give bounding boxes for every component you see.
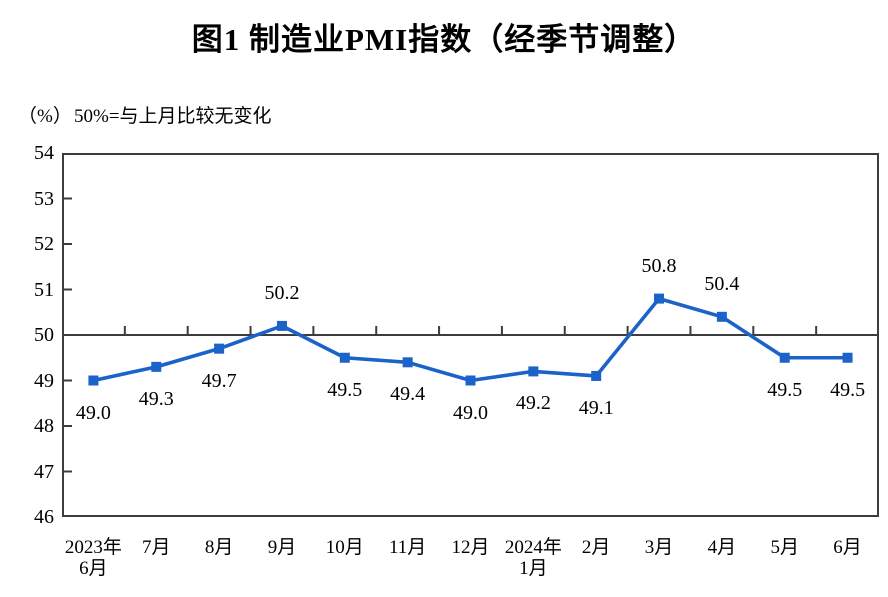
- data-point-value-label: 50.2: [264, 281, 300, 304]
- x-axis-tick-label: 2023年 6月: [64, 537, 122, 579]
- data-point-value-label: 49.5: [767, 378, 803, 401]
- data-point-marker: [591, 370, 602, 381]
- data-point-value-label: 49.0: [75, 401, 111, 424]
- data-point-marker: [151, 361, 162, 372]
- pmi-series-line: [91, 296, 850, 383]
- data-point-value-label: 49.3: [138, 387, 174, 410]
- y-axis-tick-label: 54: [34, 142, 54, 164]
- data-point-value-label: 49.2: [515, 392, 551, 415]
- x-axis-tick-label: 9月: [267, 537, 297, 558]
- data-point-value-label: 49.7: [201, 369, 237, 392]
- y-axis-tick-label: 53: [34, 187, 54, 210]
- y-axis-tick-label: 51: [34, 278, 54, 301]
- data-point-marker: [339, 352, 350, 363]
- x-axis-tick-label: 2月: [581, 537, 611, 558]
- x-axis-tick-label: 7月: [142, 537, 171, 558]
- y-axis-tick-label: 46: [34, 506, 54, 528]
- data-point-marker: [88, 375, 99, 386]
- y-axis-unit-label: （%）: [18, 106, 72, 127]
- chart-title: 图1 制造业PMI指数（经季节调整）: [191, 22, 697, 57]
- data-point-value-label: 49.0: [453, 401, 488, 424]
- data-point-value-label: 49.4: [390, 383, 426, 406]
- y-axis-tick-label: 52: [34, 233, 54, 255]
- data-point-marker: [214, 343, 225, 354]
- x-axis-tick-label: 10月: [325, 537, 364, 558]
- data-point-value-label: 50.4: [704, 272, 740, 295]
- x-axis-tick-label: 5月: [770, 537, 799, 558]
- x-axis-tick-label: 4月: [707, 537, 737, 558]
- x-axis-tick-label: 12月: [451, 537, 490, 558]
- y-axis-tick-label: 49: [34, 369, 54, 392]
- reference-line-note: 50%=与上月比较无变化: [74, 106, 272, 127]
- data-point-marker: [716, 311, 727, 322]
- plot-border: [62, 153, 879, 517]
- data-point-marker: [842, 352, 853, 363]
- data-point-value-label: 50.8: [641, 254, 677, 277]
- data-point-marker: [276, 320, 287, 331]
- line-chart-canvas: [62, 153, 879, 517]
- data-point-value-label: 49.5: [830, 378, 866, 401]
- plot-area: [62, 153, 879, 517]
- data-point-marker: [465, 375, 476, 386]
- y-axis-tick-label: 48: [34, 415, 54, 437]
- x-axis-tick-label: 11月: [388, 537, 427, 558]
- y-axis-tick-label: 47: [34, 460, 54, 483]
- x-axis-tick-label: 2024年 1月: [504, 537, 562, 579]
- data-point-marker: [528, 366, 539, 377]
- data-point-marker: [779, 352, 790, 363]
- y-axis-tick-label: 50: [34, 324, 54, 346]
- x-axis-tick-label: 6月: [833, 537, 862, 558]
- data-point-marker: [402, 357, 413, 368]
- data-point-value-label: 49.1: [578, 396, 614, 419]
- data-point-value-label: 49.5: [327, 378, 363, 401]
- data-point-marker: [654, 293, 665, 304]
- x-axis-tick-label: 8月: [204, 537, 234, 558]
- x-axis-tick-label: 3月: [644, 537, 674, 558]
